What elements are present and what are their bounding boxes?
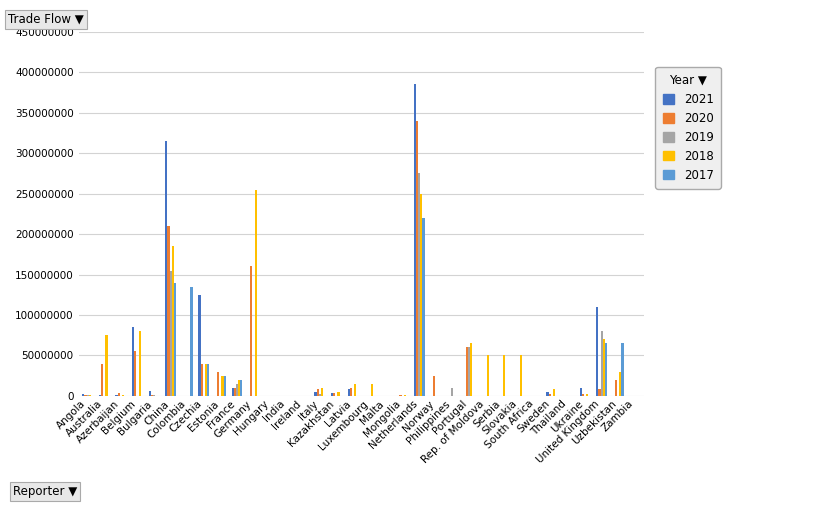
Bar	[222, 376, 223, 396]
Bar	[422, 218, 424, 396]
Bar	[153, 395, 155, 396]
Bar	[132, 327, 134, 396]
Bar	[170, 270, 171, 396]
Bar	[240, 380, 242, 396]
Bar	[620, 343, 623, 396]
Bar	[599, 331, 602, 396]
Bar	[546, 392, 548, 396]
Bar	[370, 384, 372, 396]
Bar	[174, 283, 176, 396]
Bar	[99, 395, 101, 396]
Bar	[150, 395, 153, 396]
Bar	[167, 226, 170, 396]
Bar	[165, 141, 167, 396]
Bar	[316, 390, 319, 396]
Bar	[250, 266, 252, 396]
Bar	[122, 395, 124, 396]
Bar	[82, 394, 84, 396]
Bar	[486, 356, 488, 396]
Bar	[237, 380, 240, 396]
Bar	[465, 347, 467, 396]
Bar	[548, 394, 550, 396]
Bar	[415, 121, 418, 396]
Bar	[581, 394, 584, 396]
Bar	[198, 295, 201, 396]
Bar	[236, 384, 237, 396]
Bar	[319, 394, 320, 396]
Bar	[553, 390, 554, 396]
Bar	[354, 384, 356, 396]
Bar	[467, 347, 470, 396]
Bar	[105, 335, 107, 396]
Bar	[432, 376, 434, 396]
Bar	[330, 394, 333, 396]
Bar	[134, 351, 136, 396]
Bar	[585, 394, 588, 396]
Bar	[420, 194, 422, 396]
Bar	[602, 340, 604, 396]
Bar	[254, 190, 257, 396]
Bar	[604, 343, 606, 396]
Bar	[232, 388, 233, 396]
Bar	[451, 388, 453, 396]
Bar	[217, 372, 219, 396]
Bar	[118, 393, 120, 396]
Bar	[191, 287, 192, 396]
Bar	[101, 364, 103, 396]
Bar	[349, 388, 351, 396]
Bar	[206, 364, 209, 396]
Bar	[333, 394, 335, 396]
Bar	[347, 390, 349, 396]
Bar	[320, 388, 323, 396]
Bar	[149, 391, 150, 396]
Bar	[314, 392, 316, 396]
Bar	[418, 173, 420, 396]
Text: Reporter ▼: Reporter ▼	[13, 485, 77, 498]
Bar	[233, 388, 236, 396]
Bar	[619, 372, 620, 396]
Bar	[201, 364, 202, 396]
Bar	[614, 380, 616, 396]
Bar	[413, 85, 415, 396]
Bar	[519, 356, 522, 396]
Bar	[84, 395, 87, 396]
Bar	[598, 390, 599, 396]
Bar	[205, 364, 206, 396]
Bar	[337, 392, 339, 396]
Bar	[139, 331, 140, 396]
Text: Trade Flow ▼: Trade Flow ▼	[8, 13, 84, 26]
Bar	[579, 388, 581, 396]
Bar	[470, 343, 472, 396]
Bar	[115, 395, 118, 396]
Bar	[223, 376, 226, 396]
Bar	[502, 356, 505, 396]
Bar	[171, 246, 174, 396]
Legend: 2021, 2020, 2019, 2018, 2017: 2021, 2020, 2019, 2018, 2017	[655, 67, 720, 189]
Bar	[595, 307, 598, 396]
